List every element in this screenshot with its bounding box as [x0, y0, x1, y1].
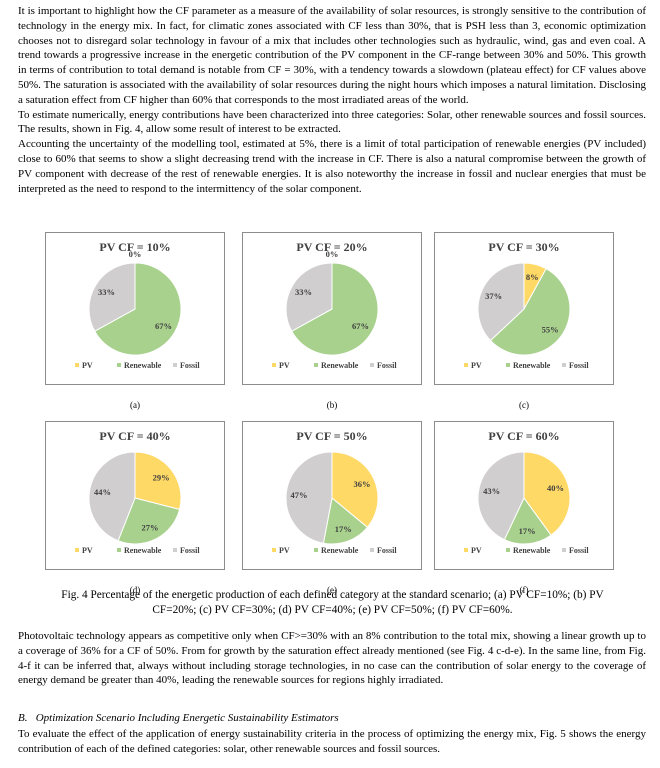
- pie-slice: [477, 451, 525, 541]
- pie-slice: [477, 262, 525, 342]
- data-label: 37%: [485, 291, 502, 301]
- legend-swatch: [562, 363, 566, 367]
- data-label: 36%: [353, 479, 370, 489]
- pie-chart: PV CF = 60% 40% 17% 43% PV Renewable Fossil (f): [434, 421, 614, 595]
- data-label: 55%: [542, 324, 559, 334]
- data-label: 17%: [519, 526, 536, 536]
- legend-swatch: [75, 363, 79, 367]
- pie-slice: [88, 262, 136, 332]
- data-label: 29%: [153, 473, 170, 483]
- legend-label: Fossil: [377, 361, 397, 370]
- legend-swatch: [117, 363, 121, 367]
- subfigure-label: (d): [130, 585, 141, 595]
- legend-label: PV: [471, 546, 482, 555]
- pie-chart: PV CF = 40% 29% 27% 44% PV Renewable Fossil (d): [45, 421, 225, 595]
- legend-label: Fossil: [377, 546, 397, 555]
- legend-swatch: [173, 363, 177, 367]
- legend-label: PV: [279, 361, 290, 370]
- legend-swatch: [272, 548, 276, 552]
- pie-slice: [88, 451, 136, 542]
- pie-slice: [331, 451, 379, 529]
- pie-slice: [285, 451, 333, 544]
- pie-slice: [117, 497, 181, 545]
- legend-label: PV: [471, 361, 482, 370]
- pie-chart: PV CF = 10%0% 67% 33% PV Renewable Fossil (a): [45, 232, 225, 410]
- data-label: 0%: [129, 249, 142, 259]
- legend-swatch: [370, 363, 374, 367]
- legend-swatch: [464, 363, 468, 367]
- legend-label: PV: [279, 546, 290, 555]
- chart-title: PV CF = 60%: [488, 429, 559, 443]
- subfigure-label: (f): [520, 585, 529, 595]
- legend-label: Renewable: [321, 361, 359, 370]
- data-label: 33%: [295, 287, 312, 297]
- chart-title: PV CF = 40%: [99, 429, 170, 443]
- legend-label: Fossil: [569, 361, 589, 370]
- legend-label: PV: [82, 546, 93, 555]
- figure-caption: Fig. 4 Percentage of the energetic produ…: [61, 589, 604, 616]
- legend-swatch: [117, 548, 121, 552]
- paragraph: Photovoltaic technology appears as compe…: [18, 630, 646, 687]
- subfigure-label: (a): [130, 400, 140, 410]
- pie-chart: PV CF = 50% 36% 17% 47% PV Renewable Fossil (e): [242, 421, 422, 595]
- legend-swatch: [370, 548, 374, 552]
- legend-label: Renewable: [124, 546, 162, 555]
- paragraph: To estimate numerically, energy contribu…: [18, 108, 646, 136]
- legend-label: Renewable: [321, 546, 359, 555]
- pie-slice: [523, 451, 571, 536]
- subfigure-label: (b): [327, 400, 338, 410]
- legend-swatch: [314, 363, 318, 367]
- data-label: 44%: [94, 487, 111, 497]
- legend-swatch: [506, 363, 510, 367]
- data-label: 43%: [483, 486, 500, 496]
- legend-label: PV: [82, 361, 93, 370]
- pie-slice: [322, 497, 369, 545]
- chart-title: PV CF = 30%: [488, 240, 559, 254]
- pie-slice: [291, 262, 379, 356]
- legend-swatch: [506, 548, 510, 552]
- pie-slice: [489, 268, 571, 356]
- data-label: 67%: [352, 321, 369, 331]
- legend-swatch: [75, 548, 79, 552]
- paragraph: Accounting the uncertainty of the modell…: [18, 138, 646, 195]
- text-block: To evaluate the effect of the applicatio…: [18, 727, 646, 757]
- legend-swatch: [173, 548, 177, 552]
- legend-swatch: [272, 363, 276, 367]
- subfigure-label: (c): [519, 400, 529, 410]
- chart-title: PV CF = 20%: [296, 240, 367, 254]
- pie-slice: [503, 497, 552, 545]
- chart-title: PV CF = 10%: [99, 240, 170, 254]
- pie-chart: PV CF = 20%0% 67% 33% PV Renewable Fossil (b): [242, 232, 422, 410]
- pie-slice: [94, 262, 182, 356]
- pie-slice: [285, 262, 333, 332]
- chart-title: PV CF = 50%: [296, 429, 367, 443]
- data-label: 67%: [155, 321, 172, 331]
- legend-label: Fossil: [569, 546, 589, 555]
- legend-label: Renewable: [124, 361, 162, 370]
- data-label: 27%: [142, 523, 159, 533]
- paragraph: It is important to highlight how the CF …: [18, 5, 646, 106]
- data-label: 17%: [335, 524, 352, 534]
- pie-chart: PV CF = 30% 8% 55% 37% PV Renewable Fossil (c): [434, 232, 614, 410]
- subfigure-label: (e): [327, 585, 337, 595]
- data-label: 47%: [291, 490, 308, 500]
- section-heading: B. Optimization Scenario Including Energ…: [18, 712, 339, 724]
- legend-label: Fossil: [180, 361, 200, 370]
- data-label: 33%: [98, 287, 115, 297]
- legend-swatch: [562, 548, 566, 552]
- legend-label: Renewable: [513, 361, 551, 370]
- legend-label: Fossil: [180, 546, 200, 555]
- data-label: 0%: [326, 249, 339, 259]
- data-label: 8%: [526, 272, 539, 282]
- pie-slice: [134, 451, 182, 511]
- legend-swatch: [314, 548, 318, 552]
- legend-label: Renewable: [513, 546, 551, 555]
- text-block: Photovoltaic technology appears as compe…: [18, 629, 646, 688]
- data-label: 40%: [547, 483, 564, 493]
- paragraph: To evaluate the effect of the applicatio…: [18, 728, 646, 755]
- legend-swatch: [464, 548, 468, 552]
- text-block: It is important to highlight how the CF …: [18, 4, 646, 196]
